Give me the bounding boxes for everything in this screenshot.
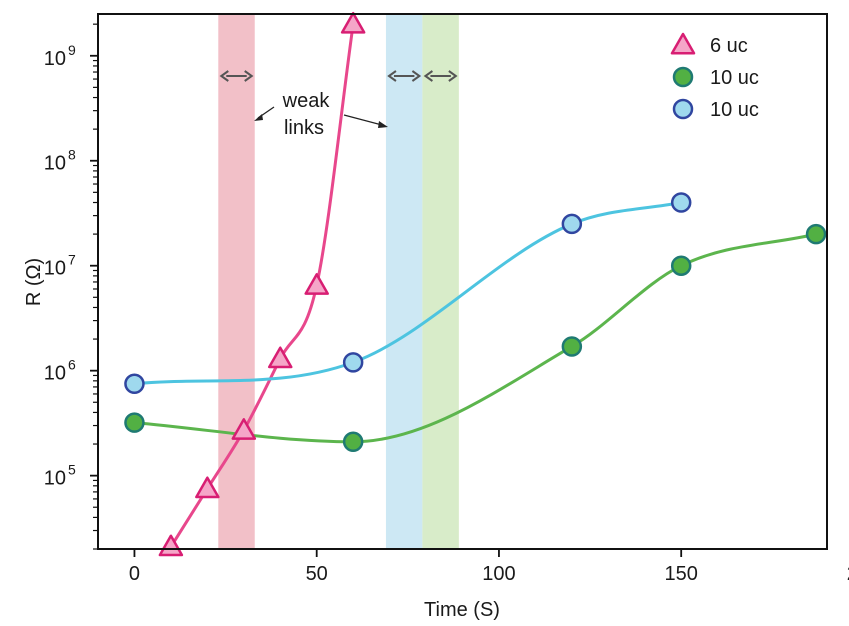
series-line-3 bbox=[134, 201, 682, 386]
y-tick-exponent: 6 bbox=[68, 357, 76, 373]
series-line-2 bbox=[134, 232, 817, 444]
y-tick-exponent: 8 bbox=[68, 147, 76, 163]
data-point-s3-3 bbox=[561, 213, 583, 235]
band-arrow-right-head bbox=[244, 70, 254, 82]
data-point-s2-1 bbox=[124, 412, 145, 433]
y-tick-label: 10 bbox=[44, 258, 66, 280]
x-tick-label: 100 bbox=[482, 563, 515, 585]
band-arrow-left-head bbox=[423, 70, 433, 82]
band-arrows bbox=[219, 70, 458, 82]
legend-label-2: 10 uc bbox=[710, 67, 759, 89]
data-point-s2-3 bbox=[561, 336, 583, 357]
data-point-s1-3 bbox=[231, 418, 257, 440]
legend-label-1: 6 uc bbox=[710, 35, 748, 57]
data-point-s3-2 bbox=[342, 352, 364, 373]
data-point-s2-5 bbox=[805, 223, 827, 245]
x-tick-label: 0 bbox=[129, 563, 140, 585]
plot-frame bbox=[97, 13, 828, 550]
data-point-s2-4 bbox=[670, 255, 692, 276]
data-point-s1-5 bbox=[304, 273, 329, 295]
legend-marker-3 bbox=[672, 98, 694, 120]
data-point-s1-2 bbox=[195, 476, 220, 499]
data-point-s3-1 bbox=[124, 373, 145, 395]
data-point-s3-4 bbox=[670, 192, 692, 213]
y-tick-label: 10 bbox=[44, 363, 66, 385]
y-tick-label: 10 bbox=[44, 153, 66, 175]
weak-links-annotation: weak links bbox=[254, 90, 388, 139]
series-markers bbox=[124, 11, 827, 557]
x-tick-label: 200 bbox=[847, 563, 849, 585]
weak-link-bands bbox=[218, 14, 459, 549]
weak-link-band-2 bbox=[385, 14, 423, 549]
data-point-s1-1 bbox=[158, 534, 184, 557]
y-tick-exponent: 9 bbox=[68, 42, 76, 58]
x-axis-label: Time (S) bbox=[424, 599, 500, 621]
data-point-s1-4 bbox=[268, 346, 293, 369]
band-arrow-left-head bbox=[387, 70, 397, 82]
legend-label-3: 10 uc bbox=[710, 99, 759, 121]
weak-link-band-3 bbox=[422, 14, 459, 549]
band-arrow-right-head bbox=[411, 70, 422, 82]
y-axis-label: R (Ω) bbox=[23, 258, 45, 306]
legend-marker-2 bbox=[672, 66, 694, 88]
annotation-pointer-right bbox=[343, 114, 383, 126]
x-tick-label: 50 bbox=[306, 563, 328, 585]
data-point-s2-2 bbox=[342, 431, 364, 453]
y-tick-exponent: 5 bbox=[68, 462, 76, 478]
annotation-line-1: weak bbox=[282, 90, 331, 112]
y-tick-exponent: 7 bbox=[68, 252, 76, 268]
weak-link-band-1 bbox=[218, 14, 255, 549]
annotation-pointer-right-head bbox=[378, 121, 388, 128]
x-tick-label: 150 bbox=[665, 563, 698, 585]
annotation-line-2: links bbox=[284, 117, 324, 139]
annotation-pointer-left-head bbox=[254, 114, 263, 121]
legend: 6 uc 10 uc 10 uc bbox=[670, 32, 759, 121]
legend-marker-1 bbox=[670, 32, 696, 55]
band-arrow-right-head bbox=[448, 70, 458, 82]
data-point-s1-6 bbox=[340, 11, 366, 34]
band-arrow-left-head bbox=[219, 70, 229, 82]
x-axis-ticks: 0 50 100 150 200 bbox=[129, 549, 849, 585]
y-tick-label: 10 bbox=[44, 468, 66, 490]
y-tick-label: 10 bbox=[44, 48, 66, 70]
